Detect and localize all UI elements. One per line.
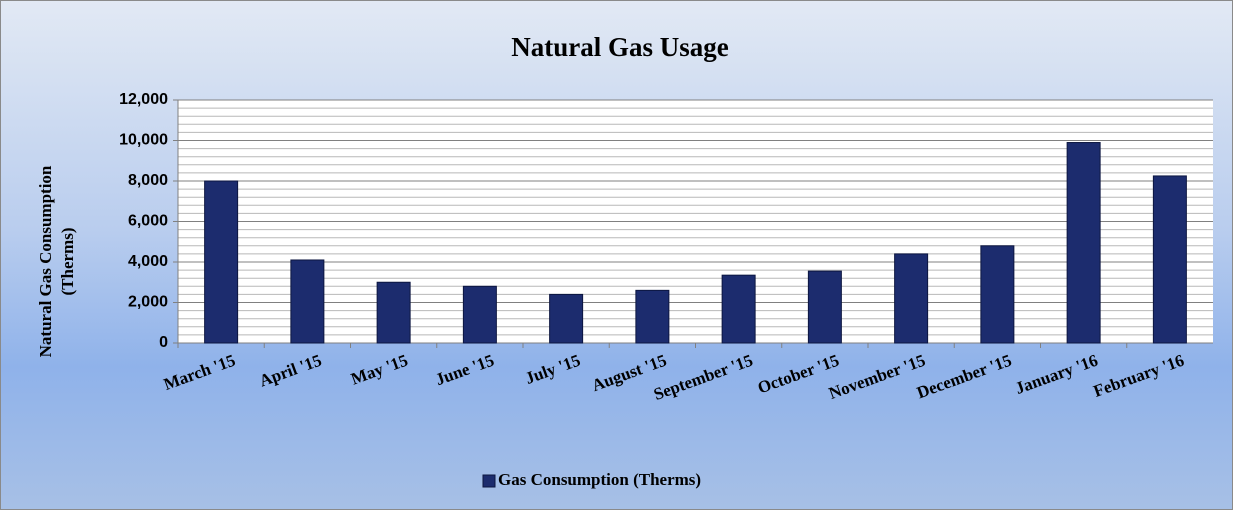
chart-title: Natural Gas Usage	[511, 32, 729, 62]
bar	[376, 281, 411, 344]
bar	[721, 274, 756, 344]
y-tick-label: 12,000	[119, 91, 168, 108]
y-tick-label: 10,000	[119, 132, 168, 149]
y-axis-title: (Therms)	[58, 228, 77, 296]
y-axis-title: Natural Gas Consumption	[36, 165, 55, 357]
y-tick-label: 8,000	[128, 172, 168, 189]
y-tick-label: 2,000	[128, 294, 168, 311]
bar	[290, 259, 325, 344]
legend-label: Gas Consumption (Therms)	[498, 470, 701, 489]
bar	[1152, 175, 1187, 344]
y-tick-label: 6,000	[128, 213, 168, 230]
bar	[549, 293, 584, 344]
bar	[635, 289, 670, 344]
y-tick-label: 4,000	[128, 253, 168, 270]
bar	[1066, 142, 1101, 344]
y-tick-label: 0	[159, 334, 168, 351]
bar	[462, 285, 497, 344]
bar	[807, 270, 842, 344]
legend-swatch	[482, 474, 496, 488]
bar	[204, 180, 239, 344]
bar	[980, 245, 1015, 344]
bar	[894, 253, 929, 344]
